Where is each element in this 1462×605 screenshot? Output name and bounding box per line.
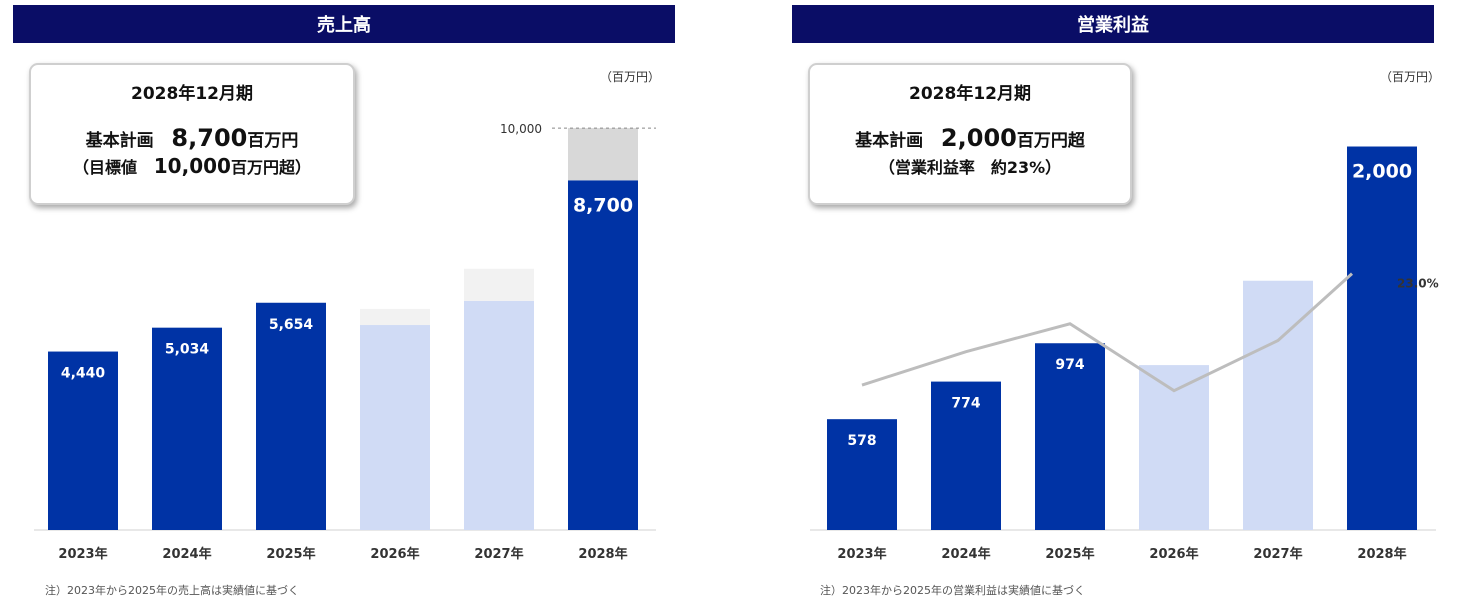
revenue-tick-label-5: 2028年 <box>578 546 627 562</box>
revenue-reference-label: 10,000 <box>500 122 542 136</box>
operating-profit-callout-plan: 基本計画 2,000百万円超 <box>810 124 1130 152</box>
revenue-chart: 4,440 2023年 5,034 2024年 5,654 2025年 2026年 2027年… <box>34 122 656 562</box>
operating-profit-bar-5 <box>1347 146 1417 530</box>
revenue-bar-4 <box>464 300 534 530</box>
revenue-bar-5 <box>568 180 638 531</box>
revenue-callout-plan: 基本計画 8,700百万円 <box>31 124 353 152</box>
operating-profit-callout-margin: （営業利益率 約23%） <box>878 158 1062 177</box>
revenue-tick-label-3: 2026年 <box>370 546 419 562</box>
revenue-bar-0 <box>48 351 118 530</box>
operating-profit-data-label-5: 2,000 <box>1352 161 1412 183</box>
operating-profit-data-label-2: 974 <box>1055 357 1084 373</box>
revenue-callout-target: （目標値 10,000百万円超） <box>31 154 353 178</box>
revenue-callout: 2028年12月期 基本計画 8,700百万円 （目標値 10,000百万円超） <box>29 63 355 205</box>
operating-margin-line <box>861 272 1354 393</box>
revenue-bar-3 <box>360 325 430 530</box>
operating-profit-tick-label-2: 2025年 <box>1045 546 1094 562</box>
revenue-bar-1 <box>152 327 222 530</box>
revenue-callout-period: 2028年12月期 <box>131 84 253 104</box>
revenue-target-unit: 百万円超） <box>230 158 311 177</box>
operating-profit-callout-period: 2028年12月期 <box>909 84 1031 104</box>
operating-profit-bar-1 <box>931 381 1001 530</box>
operating-profit-title: 営業利益 <box>1077 15 1149 36</box>
revenue-tick-label-2: 2025年 <box>266 546 315 562</box>
revenue-bar-gap-3 <box>360 308 430 326</box>
revenue-data-label-5: 8,700 <box>573 194 633 216</box>
revenue-target-value: 10,000 <box>153 154 231 178</box>
operating-profit-data-label-0: 578 <box>847 433 876 449</box>
operating-profit-plan-value: 2,000 <box>940 124 1017 152</box>
operating-profit-note: 注）2023年から2025年の営業利益は実績値に基づく <box>820 584 1085 597</box>
operating-profit-plan-prefix: 基本計画 <box>855 131 924 151</box>
operating-profit-unit-label: （百万円） <box>1380 70 1441 84</box>
operating-profit-bar-4 <box>1243 280 1313 530</box>
operating-profit-chart: 578 2023年 774 2024年 974 2025年 2026年 2027年 2,000 2… <box>810 146 1439 562</box>
operating-profit-callout: 2028年12月期 基本計画 2,000百万円超 （営業利益率 約23%） <box>808 63 1132 205</box>
revenue-tick-label-1: 2024年 <box>162 546 211 562</box>
revenue-data-label-1: 5,034 <box>165 342 210 358</box>
operating-profit-tick-label-4: 2027年 <box>1253 546 1302 562</box>
revenue-panel: 売上高 （百万円） 4,440 2023年 5,034 2024年 5,654 2025年… <box>0 0 700 605</box>
operating-profit-bar-2 <box>1035 343 1105 530</box>
operating-margin-label: 23.0% <box>1397 277 1439 291</box>
operating-profit-tick-label-5: 2028年 <box>1357 546 1406 562</box>
revenue-plan-unit: 百万円 <box>247 131 299 151</box>
operating-profit-data-label-1: 774 <box>951 396 980 412</box>
revenue-plan-value: 8,700 <box>171 124 248 152</box>
revenue-bar-gap-5 <box>568 128 638 181</box>
revenue-target-open: （目標値 <box>73 158 138 177</box>
operating-profit-plan-unit: 百万円超 <box>1016 131 1085 151</box>
revenue-bar-gap-4 <box>464 268 534 301</box>
revenue-plan-prefix: 基本計画 <box>85 131 154 151</box>
operating-profit-tick-label-1: 2024年 <box>941 546 990 562</box>
revenue-data-label-2: 5,654 <box>269 317 314 333</box>
revenue-title: 売上高 <box>317 15 371 36</box>
revenue-unit-label: （百万円） <box>600 70 661 84</box>
operating-profit-tick-label-3: 2026年 <box>1149 546 1198 562</box>
operating-profit-panel: 営業利益 （百万円） 578 2023年 774 2024年 974 2025年 2026年… <box>780 0 1462 605</box>
revenue-header: 売上高 <box>13 5 675 43</box>
operating-profit-header: 営業利益 <box>792 5 1434 43</box>
revenue-bar-2 <box>256 302 326 530</box>
operating-profit-bar-0 <box>827 419 897 530</box>
operating-profit-tick-label-0: 2023年 <box>837 546 886 562</box>
revenue-note: 注）2023年から2025年の売上高は実績値に基づく <box>45 584 299 597</box>
operating-profit-bar-3 <box>1139 365 1209 530</box>
revenue-tick-label-0: 2023年 <box>58 546 107 562</box>
revenue-data-label-0: 4,440 <box>61 366 106 382</box>
revenue-tick-label-4: 2027年 <box>474 546 523 562</box>
